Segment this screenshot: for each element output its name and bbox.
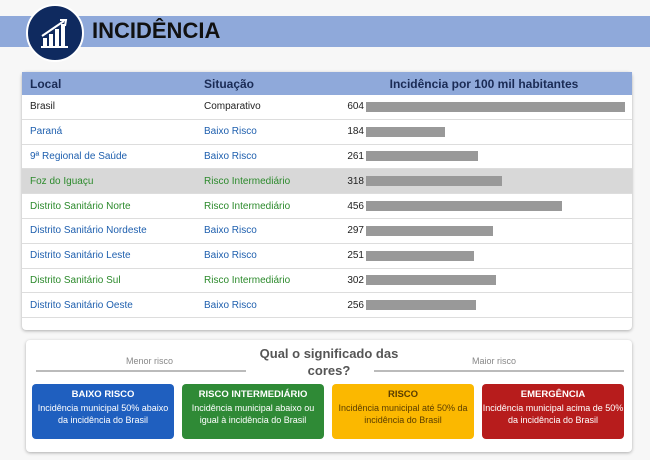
row-situacao: Risco Intermediário <box>204 200 291 212</box>
more-risk-arrow <box>374 370 624 372</box>
incidence-bar <box>366 126 445 137</box>
legend-card-text: Incidência municipal 50% abaixo da incid… <box>37 403 169 425</box>
page-title: INCIDÊNCIA <box>92 18 221 43</box>
row-situacao: Baixo Risco <box>204 126 257 138</box>
incidence-bar <box>366 101 625 112</box>
row-value: 604 <box>347 101 364 113</box>
row-local: Foz do Iguaçu <box>30 175 94 187</box>
incidence-bar <box>366 176 503 187</box>
less-risk-label: Menor risco <box>126 356 174 366</box>
row-value: 256 <box>347 299 364 311</box>
legend-card-text: Incidência municipal acima de 50% da inc… <box>482 403 624 425</box>
more-risk-label: Maior risco <box>472 356 517 366</box>
incidence-bar <box>366 300 476 311</box>
incidence-bar <box>366 250 474 261</box>
col-local: Local <box>30 76 62 91</box>
legend-card-text: Incidência municipal abaixo ou igual à i… <box>191 403 315 425</box>
legend-question: Qual o significado das cores? <box>259 346 399 378</box>
table-header: Local Situação Incidência por 100 mil ha… <box>22 72 632 95</box>
header-band <box>0 16 650 47</box>
legend-card: RISCO Incidência municipal até 50% da inc… <box>332 384 474 439</box>
row-situacao: Baixo Risco <box>204 299 257 311</box>
table-row: Distrito Sanitário Oeste Baixo Risco 256 <box>22 293 632 319</box>
row-value: 297 <box>347 225 364 237</box>
row-situacao: Comparativo <box>204 101 261 113</box>
row-value: 302 <box>347 274 364 286</box>
legend-card: EMERGÊNCIA Incidência municipal acima de … <box>482 384 624 439</box>
row-value: 261 <box>347 150 364 162</box>
row-local: Brasil <box>30 101 56 113</box>
row-situacao: Baixo Risco <box>204 150 257 162</box>
table-row: Distrito Sanitário Nordeste Baixo Risco 29… <box>22 219 632 244</box>
col-situacao: Situação <box>204 76 255 91</box>
table-row: Distrito Sanitário Norte Risco Intermediá… <box>22 194 632 219</box>
table-row: Paraná Baixo Risco 184 <box>22 120 632 145</box>
row-value: 456 <box>347 200 364 212</box>
incidence-bar <box>366 275 496 286</box>
row-local: Distrito Sanitário Nordeste <box>30 225 147 237</box>
row-local: Distrito Sanitário Oeste <box>30 299 133 311</box>
row-value: 184 <box>347 126 364 138</box>
row-local: Distrito Sanitário Norte <box>30 200 131 212</box>
incidence-bar <box>366 225 494 236</box>
less-risk-arrow <box>36 370 246 372</box>
table-row: Distrito Sanitário Leste Baixo Risco 251 <box>22 244 632 269</box>
row-local: Distrito Sanitário Leste <box>30 250 131 262</box>
col-incidencia: Incidência por 100 mil habitantes <box>389 76 579 91</box>
legend-card: RISCO INTERMEDIÁRIO Incidência municipal … <box>182 384 324 439</box>
row-situacao: Baixo Risco <box>204 225 257 237</box>
legend-card-title: RISCO INTERMEDIÁRIO <box>198 389 308 400</box>
legend-card-text: Incidência municipal até 50% da incidênc… <box>338 403 468 425</box>
incidence-table: Local Situação Incidência por 100 mil ha… <box>22 72 632 330</box>
incidence-bar <box>366 201 562 212</box>
row-value: 318 <box>347 175 364 187</box>
row-local: Distrito Sanitário Sul <box>30 274 121 286</box>
table-row: Brasil Comparativo 604 <box>22 95 632 120</box>
row-value: 251 <box>347 250 364 262</box>
incidence-bar <box>366 151 478 162</box>
row-situacao: Baixo Risco <box>204 250 257 262</box>
row-situacao: Risco Intermediário <box>204 175 291 187</box>
table-row: 9ª Regional de Saúde Baixo Risco 261 <box>22 145 632 170</box>
legend-card-title: EMERGÊNCIA <box>520 389 586 400</box>
table-row: Foz do Iguaçu Risco Intermediário 318 <box>22 169 632 195</box>
row-situacao: Risco Intermediário <box>204 274 291 286</box>
growth-chart-icon <box>26 4 84 62</box>
color-legend: Menor risco Maior risco Qual o significa… <box>26 340 632 452</box>
row-local: 9ª Regional de Saúde <box>30 150 128 162</box>
legend-card: BAIXO RISCO Incidência municipal 50% abai… <box>32 384 174 439</box>
legend-card-title: RISCO <box>387 389 419 400</box>
legend-card-title: BAIXO RISCO <box>71 389 135 400</box>
table-row: Distrito Sanitário Sul Risco Intermediári… <box>22 269 632 294</box>
row-local: Paraná <box>30 126 63 138</box>
